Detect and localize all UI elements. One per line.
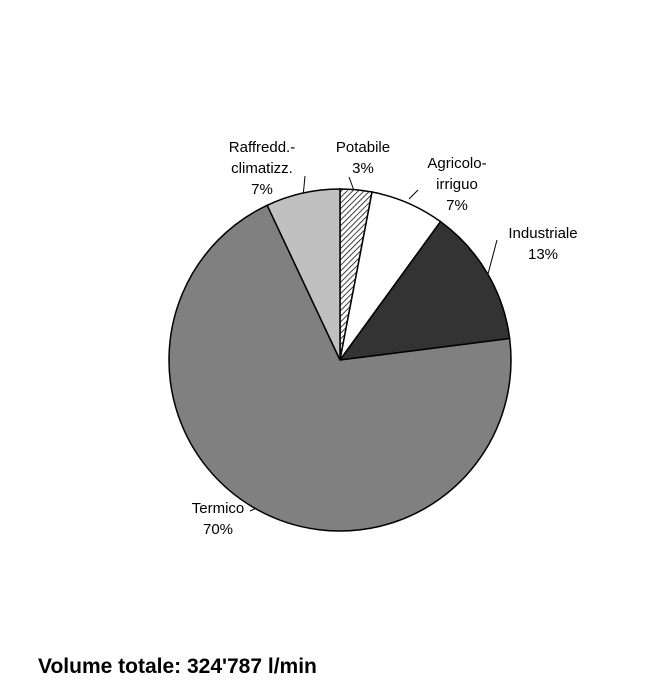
slice-percent: 7% — [251, 181, 273, 198]
slice-percent: 70% — [202, 521, 234, 538]
slice-name: Termico — [191, 500, 245, 517]
slice-label: Industriale 13% — [501, 223, 585, 265]
slice-percent: 13% — [527, 246, 559, 263]
pie-slice — [338, 220, 511, 361]
slice-name: Potabile — [335, 139, 391, 156]
slice-percent: 3% — [352, 160, 374, 177]
slice-label: Raffredd.-climatizz. 7% — [220, 137, 304, 200]
slice-name: Raffredd.-climatizz. — [228, 139, 296, 177]
slice-percent: 7% — [446, 197, 468, 214]
pie-slice — [266, 188, 341, 361]
caption: Volume totale: 324'787 l/min — [38, 655, 317, 678]
slice-name: Agricolo-irriguo — [427, 155, 487, 193]
slice-label: Termico 70% — [176, 498, 260, 540]
slice-label: Potabile 3% — [321, 137, 405, 179]
pie-slice — [168, 204, 512, 532]
slice-name: Industriale — [508, 225, 578, 242]
slice-label: Agricolo-irriguo 7% — [415, 153, 499, 216]
